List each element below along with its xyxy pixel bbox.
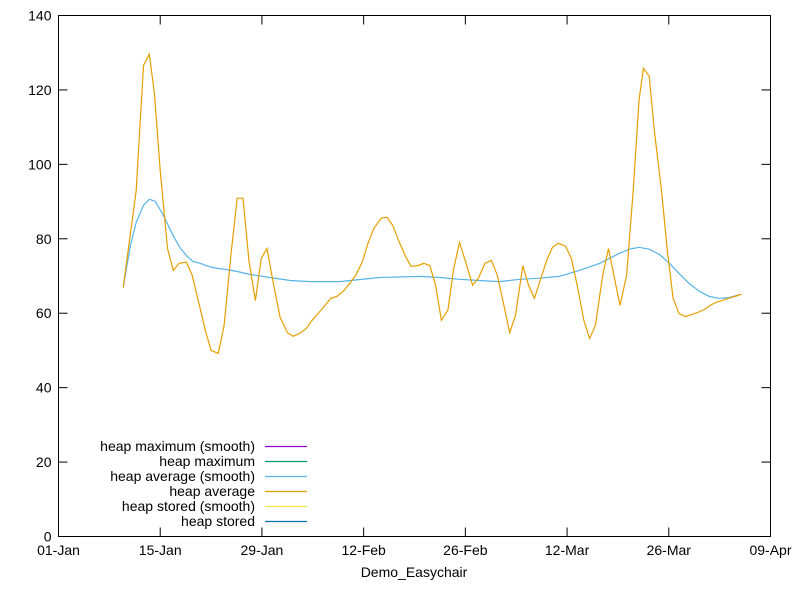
y-tick-label: 80 (36, 231, 52, 247)
legend-label: heap average (smooth) (110, 468, 255, 484)
x-tick-label: 01-Jan (37, 542, 80, 558)
legend-label: heap stored (181, 513, 255, 529)
legend-label: heap stored (smooth) (122, 498, 255, 514)
series-layer (122, 52, 742, 355)
y-tick-label: 0 (44, 529, 52, 545)
y-tick-label: 120 (28, 82, 52, 98)
x-tick-label: 26-Feb (443, 542, 488, 558)
y-tick-label: 40 (36, 380, 52, 396)
x-tick-label: 15-Jan (139, 542, 182, 558)
x-tick-label: 29-Jan (241, 542, 284, 558)
series-line-heap-average (122, 52, 742, 355)
legend-label: heap maximum (159, 453, 255, 469)
axes: 0 20 40 60 80 100 120 140 01-Jan 15-Jan 29-Jan 12-F… (28, 8, 792, 559)
x-tick-label: 12-Feb (341, 542, 386, 558)
x-axis-label: Demo_Easychair (361, 564, 468, 580)
y-tick-label: 60 (36, 305, 52, 321)
y-tick-label: 140 (28, 8, 52, 24)
series-line-heap-average-smooth (122, 198, 742, 299)
y-tick-label: 100 (28, 156, 52, 172)
x-tick-label: 09-Apr (749, 542, 791, 558)
legend-label: heap maximum (smooth) (100, 438, 255, 454)
x-tick-label: 12-Mar (545, 542, 590, 558)
x-tick-label: 26-Mar (647, 542, 692, 558)
plot-border (58, 15, 771, 537)
y-tick-label: 20 (36, 454, 52, 470)
legend-label: heap average (169, 483, 255, 499)
